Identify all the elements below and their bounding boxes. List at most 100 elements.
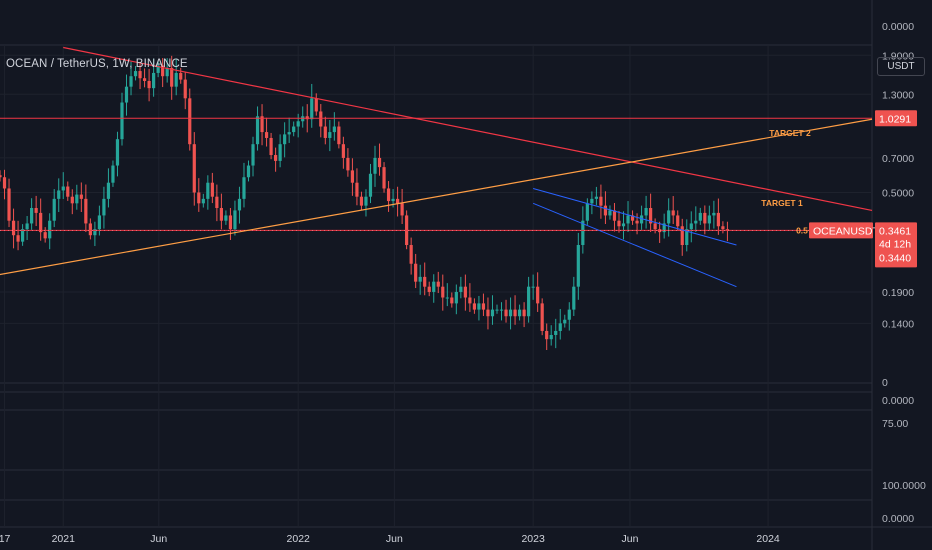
candle[interactable] <box>423 262 427 296</box>
candle[interactable] <box>75 184 79 210</box>
candle[interactable] <box>296 113 300 138</box>
candle[interactable] <box>2 169 7 200</box>
candle[interactable] <box>653 218 657 234</box>
candle[interactable] <box>111 160 115 187</box>
candle[interactable] <box>215 184 219 222</box>
candle[interactable] <box>572 276 576 316</box>
candle[interactable] <box>355 168 359 206</box>
candle[interactable] <box>450 292 454 308</box>
candle[interactable] <box>617 210 621 233</box>
candle[interactable] <box>251 136 255 177</box>
candle[interactable] <box>477 295 481 321</box>
candle[interactable] <box>382 162 386 193</box>
candle[interactable] <box>314 93 318 116</box>
candle[interactable] <box>545 323 549 351</box>
candle[interactable] <box>246 160 251 182</box>
candle[interactable] <box>120 92 124 146</box>
candle[interactable] <box>156 60 160 78</box>
candle[interactable] <box>468 283 472 312</box>
candle[interactable] <box>301 106 305 128</box>
candle[interactable] <box>147 68 151 102</box>
candle[interactable] <box>197 178 201 212</box>
candle[interactable] <box>499 302 504 321</box>
candle[interactable] <box>463 274 467 311</box>
candle[interactable] <box>585 198 589 225</box>
candle[interactable] <box>138 63 142 90</box>
symbol-badge[interactable]: OCEANUSDT <box>809 222 880 239</box>
candle[interactable] <box>432 274 436 303</box>
candle[interactable] <box>712 200 716 229</box>
candle[interactable] <box>481 293 486 316</box>
candle[interactable] <box>590 191 594 215</box>
candle[interactable] <box>676 210 680 231</box>
candle[interactable] <box>490 295 495 325</box>
candle[interactable] <box>48 213 52 250</box>
candle[interactable] <box>174 58 178 96</box>
candle[interactable] <box>88 218 92 240</box>
candle[interactable] <box>346 148 350 177</box>
candle[interactable] <box>486 297 490 330</box>
channel-lower-line[interactable] <box>532 202 737 288</box>
candle[interactable] <box>454 284 458 315</box>
candle[interactable] <box>377 143 382 176</box>
candle[interactable] <box>61 172 65 200</box>
candle[interactable] <box>332 112 336 141</box>
candle[interactable] <box>237 186 242 224</box>
candle[interactable] <box>129 61 133 96</box>
candle[interactable] <box>192 132 196 206</box>
candle[interactable] <box>255 106 260 151</box>
candle[interactable] <box>30 198 34 230</box>
candle[interactable] <box>513 295 517 325</box>
candle[interactable] <box>224 210 228 225</box>
candle[interactable] <box>644 195 648 229</box>
candle[interactable] <box>558 308 562 340</box>
candle[interactable] <box>188 88 192 151</box>
candle[interactable] <box>427 281 431 297</box>
candle[interactable] <box>418 264 422 295</box>
candle[interactable] <box>183 72 187 110</box>
candle[interactable] <box>161 58 165 88</box>
candle[interactable] <box>201 193 205 208</box>
candle[interactable] <box>436 271 440 294</box>
candle[interactable] <box>133 66 138 81</box>
candle[interactable] <box>278 134 282 168</box>
candle[interactable] <box>527 276 531 323</box>
symbol-title[interactable]: OCEAN / TetherUS, 1W, BINANCE <box>6 58 188 70</box>
candle[interactable] <box>20 224 25 246</box>
candle[interactable] <box>414 253 418 289</box>
candle[interactable] <box>210 172 214 204</box>
candle[interactable] <box>25 216 29 240</box>
candle[interactable] <box>337 121 341 149</box>
candle[interactable] <box>323 116 327 145</box>
candle[interactable] <box>508 297 513 330</box>
candle[interactable] <box>630 210 635 225</box>
candle[interactable] <box>233 200 237 236</box>
candle[interactable] <box>540 298 544 336</box>
candle[interactable] <box>522 302 526 328</box>
candle[interactable] <box>725 221 730 242</box>
candle[interactable] <box>16 220 20 251</box>
candle[interactable] <box>350 158 355 196</box>
candle[interactable] <box>228 208 233 240</box>
candle[interactable] <box>698 207 702 225</box>
candle[interactable] <box>124 74 129 116</box>
candle[interactable] <box>242 162 246 208</box>
candle[interactable] <box>373 145 377 187</box>
candle[interactable] <box>608 205 612 220</box>
candle[interactable] <box>170 55 174 100</box>
candle[interactable] <box>341 136 345 169</box>
candle[interactable] <box>287 117 291 143</box>
candle[interactable] <box>364 189 368 217</box>
candle[interactable] <box>70 189 74 215</box>
candle[interactable] <box>716 198 720 235</box>
candle[interactable] <box>599 184 603 219</box>
candle[interactable] <box>84 184 88 233</box>
candle[interactable] <box>603 191 608 225</box>
candle[interactable] <box>517 304 522 321</box>
candle[interactable] <box>79 182 83 213</box>
candle[interactable] <box>658 221 662 243</box>
candle[interactable] <box>97 205 101 236</box>
candle[interactable] <box>115 131 120 177</box>
